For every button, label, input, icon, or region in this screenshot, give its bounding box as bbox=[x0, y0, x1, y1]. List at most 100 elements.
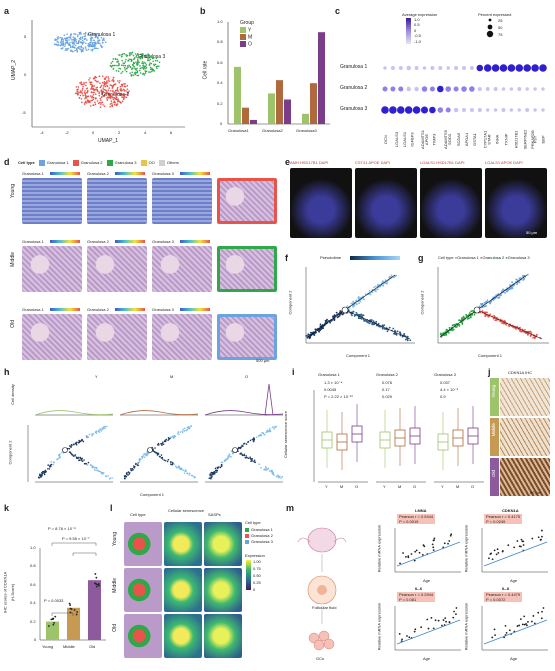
trajectory-point bbox=[157, 453, 160, 455]
trajectory-point bbox=[508, 288, 511, 291]
dot-APOE bbox=[420, 106, 429, 114]
trajectory-point bbox=[499, 318, 502, 321]
umap-point bbox=[100, 37, 103, 39]
i-ylabel: Cellular senescence score bbox=[282, 411, 288, 458]
trajectory-point bbox=[97, 469, 99, 472]
trajectory-point bbox=[360, 317, 363, 320]
dot-LGALS1 bbox=[398, 86, 404, 92]
scatter-point bbox=[495, 553, 498, 556]
scatter-pval: P = 0.0072 bbox=[486, 597, 506, 602]
trajectory-point bbox=[170, 461, 172, 463]
umap-point bbox=[144, 65, 147, 68]
umap-point bbox=[117, 100, 119, 103]
dot-SOD3 bbox=[445, 107, 451, 113]
umap-point bbox=[157, 65, 160, 67]
spatial-tissue-image bbox=[87, 246, 147, 292]
scatter-title: IL-8 bbox=[502, 586, 510, 591]
dot-LGALS3 bbox=[390, 86, 396, 92]
umap-point bbox=[99, 106, 102, 109]
scatter-point bbox=[527, 621, 529, 623]
dot-IGFBP3 bbox=[404, 106, 413, 114]
l-spatial-image bbox=[164, 614, 202, 658]
scatter-stat: Pearson r = 0.4175 bbox=[486, 514, 521, 519]
umap-point bbox=[86, 99, 89, 101]
trajectory-point bbox=[367, 321, 370, 324]
g-xlabel: Component 1 bbox=[478, 353, 503, 358]
gene-label: GSTA1 bbox=[471, 133, 477, 146]
trajectory-point bbox=[245, 455, 248, 457]
k-ytick: 0.6 bbox=[30, 582, 36, 587]
pct-tick: 75 bbox=[498, 32, 503, 37]
trajectory-point bbox=[105, 425, 108, 428]
umap-point bbox=[132, 62, 135, 65]
trajectory-point bbox=[177, 432, 179, 435]
density-curve bbox=[34, 410, 114, 416]
l-legend-item: Granulosa 3 bbox=[245, 539, 273, 544]
umap-point bbox=[126, 91, 129, 93]
umap-point bbox=[112, 101, 115, 104]
umap-point bbox=[76, 90, 79, 93]
trajectory-point bbox=[187, 427, 190, 429]
umap-point bbox=[117, 70, 120, 72]
umap-point bbox=[69, 42, 71, 44]
umap-point bbox=[87, 48, 90, 51]
umap-point bbox=[156, 65, 159, 68]
l-spatial-image bbox=[164, 568, 202, 612]
umap-point bbox=[78, 91, 80, 94]
dot-ADAMTS1 bbox=[414, 86, 419, 92]
trajectory-point bbox=[346, 305, 349, 308]
trajectory-point bbox=[181, 431, 184, 434]
umap-xtick: 0 bbox=[92, 130, 95, 135]
umap-point bbox=[66, 42, 69, 44]
trajectory-point bbox=[80, 439, 83, 441]
scatter-title: LMNA bbox=[415, 508, 427, 513]
dot-INHA bbox=[491, 64, 500, 72]
density-curve bbox=[119, 410, 199, 416]
ihc-row-label: Young bbox=[491, 385, 496, 398]
bar-ytick: 0.2 bbox=[217, 101, 223, 106]
d-row-label: Old bbox=[10, 320, 16, 328]
pct-legend-dot bbox=[487, 24, 493, 30]
trajectory-point bbox=[462, 315, 465, 318]
umap-point bbox=[96, 41, 99, 43]
scatter-point bbox=[455, 613, 457, 616]
trajectory-point bbox=[406, 339, 409, 342]
trajectory-point bbox=[390, 274, 393, 277]
umap-point bbox=[124, 93, 127, 96]
trajectory-point bbox=[249, 439, 252, 442]
spatial-tissue-image bbox=[217, 246, 277, 292]
umap-point bbox=[61, 43, 63, 46]
umap-point bbox=[66, 36, 68, 39]
umap-point bbox=[132, 54, 135, 57]
umap-point bbox=[76, 35, 79, 38]
trajectory-point bbox=[473, 313, 476, 316]
trajectory-point bbox=[162, 443, 165, 445]
umap-point bbox=[118, 92, 121, 95]
scatter-point bbox=[405, 555, 407, 558]
trajectory-point bbox=[69, 451, 72, 454]
umap-point bbox=[122, 64, 125, 67]
l-legend-title: Cell type bbox=[245, 520, 261, 525]
umap-point bbox=[131, 68, 133, 71]
trajectory-point bbox=[127, 474, 129, 476]
dot-APOA1 bbox=[462, 66, 466, 70]
umap-point bbox=[139, 67, 142, 70]
trajectory-point bbox=[214, 469, 217, 472]
bar-legend-o: O bbox=[240, 41, 252, 47]
umap-point bbox=[100, 84, 103, 87]
trajectory-point bbox=[91, 465, 94, 467]
scatter-IL-6: IL-6 Pearson r = 0.2944 P = 0.081 Age Relati… bbox=[376, 586, 465, 664]
scatter-point bbox=[522, 544, 525, 546]
scatter-point bbox=[537, 611, 540, 614]
umap-point bbox=[89, 43, 92, 46]
umap-point bbox=[107, 76, 110, 78]
umap-point bbox=[155, 57, 158, 60]
k-xtick: Middle bbox=[63, 644, 75, 649]
trajectory-point bbox=[253, 460, 255, 463]
umap-point bbox=[117, 60, 120, 63]
scatter-point bbox=[516, 540, 519, 542]
umap-ytick: 5 bbox=[24, 34, 27, 39]
scatter-point bbox=[521, 540, 524, 543]
trajectory-point bbox=[39, 476, 42, 478]
umap-point bbox=[125, 96, 128, 99]
